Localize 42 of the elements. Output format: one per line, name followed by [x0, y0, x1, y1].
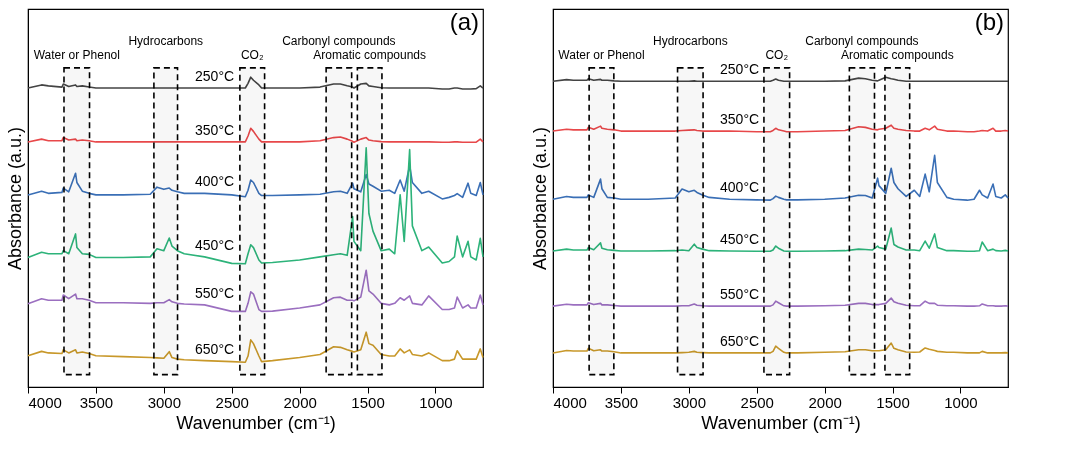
series-label: 550°C	[195, 284, 235, 301]
chart-title: (b)	[974, 8, 1004, 35]
x-tick-label: 3500	[79, 393, 114, 411]
x-tick-label: 1000	[419, 393, 453, 411]
series-label: 450°C	[195, 236, 235, 253]
x-tick-label: 2000	[283, 393, 317, 411]
series-label: 400°C	[195, 173, 235, 190]
x-axis-title: Wavenumber (cm⁻¹)	[701, 412, 861, 433]
x-tick-label: 2000	[808, 393, 842, 411]
series-label: 250°C	[720, 61, 760, 78]
band-label: Hydrocarbons	[128, 33, 204, 48]
series-label: 250°C	[195, 68, 235, 85]
x-tick-label: 1500	[351, 393, 385, 411]
x-tick-label: 1000	[944, 393, 978, 411]
y-axis-title: Absorbance (a.u.)	[529, 126, 550, 271]
series-label: 400°C	[720, 179, 760, 196]
series-label: 650°C	[720, 332, 760, 349]
band-label: Hydrocarbons	[652, 33, 728, 48]
x-tick-label: 2500	[215, 393, 249, 411]
x-axis-title: Wavenumber (cm⁻¹)	[176, 412, 336, 433]
band-label: Water or Phenol	[558, 47, 645, 62]
series-label: 350°C	[195, 121, 235, 138]
series-label: 650°C	[195, 340, 235, 357]
band-label: Carbonyl compounds	[282, 33, 396, 48]
series-label: 350°C	[720, 111, 760, 128]
series-label: 550°C	[720, 286, 760, 303]
band-label: Carbonyl compounds	[805, 33, 919, 48]
series-label: 450°C	[720, 230, 760, 247]
x-tick-label: 4000	[28, 393, 62, 411]
chart-title: (a)	[449, 8, 479, 35]
x-tick-label: 3000	[147, 393, 182, 411]
y-axis-title: Absorbance (a.u.)	[4, 126, 25, 271]
band-label: CO₂	[765, 47, 789, 62]
x-tick-label: 3000	[672, 393, 707, 411]
x-tick-label: 1500	[876, 393, 910, 411]
x-tick-label: 3500	[604, 393, 639, 411]
band-label: Aromatic compounds	[313, 47, 427, 62]
x-tick-label: 2500	[740, 393, 774, 411]
band-label: CO₂	[240, 47, 264, 62]
x-tick-label: 4000	[553, 393, 587, 411]
band-label: Aromatic compounds	[840, 47, 954, 62]
band-label: Water or Phenol	[33, 47, 120, 62]
